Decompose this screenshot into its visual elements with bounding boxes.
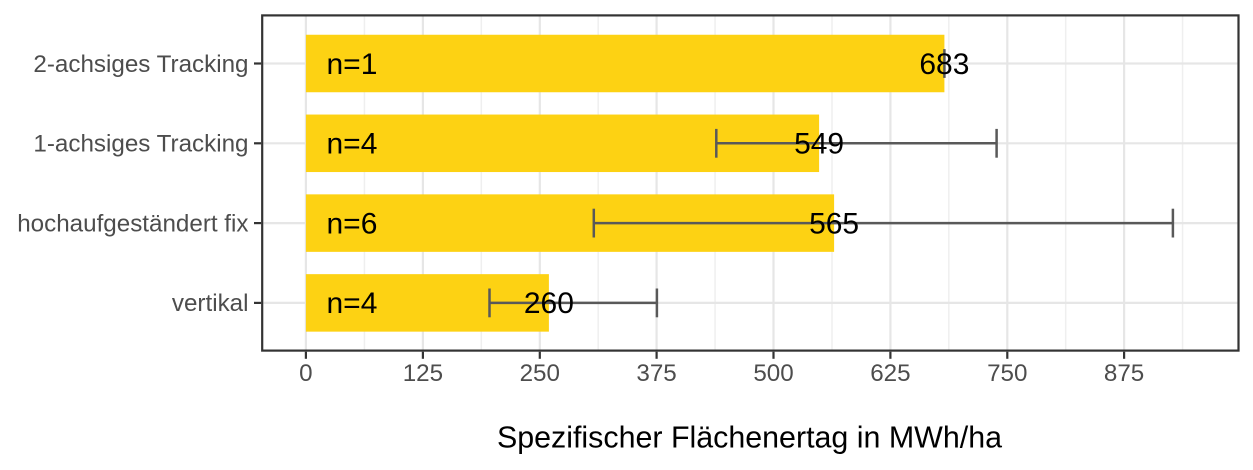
svg-text:565: 565 [809, 207, 859, 240]
svg-text:375: 375 [636, 360, 676, 387]
svg-text:875: 875 [1104, 360, 1144, 387]
svg-text:n=4: n=4 [327, 287, 378, 320]
svg-text:250: 250 [520, 360, 560, 387]
svg-text:125: 125 [403, 360, 443, 387]
svg-text:Spezifischer Flächenertag in M: Spezifischer Flächenertag in MWh/ha [497, 420, 1002, 454]
svg-text:549: 549 [794, 128, 844, 161]
svg-text:683: 683 [919, 48, 969, 81]
svg-text:n=6: n=6 [327, 207, 378, 240]
svg-text:625: 625 [870, 360, 910, 387]
svg-text:0: 0 [299, 360, 312, 387]
svg-text:500: 500 [753, 360, 793, 387]
svg-text:hochaufgeständert fix: hochaufgeständert fix [17, 210, 248, 237]
svg-text:260: 260 [524, 287, 574, 320]
svg-text:n=1: n=1 [327, 48, 378, 81]
svg-text:2-achsiges Tracking: 2-achsiges Tracking [33, 51, 248, 78]
svg-text:750: 750 [987, 360, 1027, 387]
svg-text:1-achsiges Tracking: 1-achsiges Tracking [33, 131, 248, 158]
svg-text:vertikal: vertikal [172, 290, 249, 317]
svg-text:n=4: n=4 [327, 128, 378, 161]
